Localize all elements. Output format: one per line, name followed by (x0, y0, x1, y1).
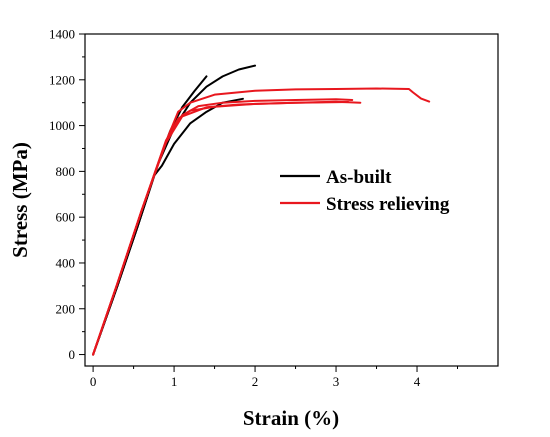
y-tick-label-400: 400 (56, 255, 76, 270)
legend-label-as-built: As-built (326, 167, 392, 188)
plot-frame (84, 33, 499, 367)
y-tick-label-1400: 1400 (49, 27, 75, 42)
tick-layer: 0 1 2 3 4 0 200 400 600 800 1000 1200 1400 (49, 27, 459, 389)
x-axis-title: Strain (%) (243, 406, 339, 430)
series-line-stress-relieving-4 (92, 101, 350, 356)
y-axis-title: Stress (MPa) (8, 142, 32, 258)
y-tick-label-1200: 1200 (49, 72, 75, 87)
y-tick-label-1000: 1000 (49, 118, 75, 133)
x-tick-label-4: 4 (414, 374, 421, 389)
y-tick-label-0: 0 (69, 347, 76, 362)
y-tick-label-800: 800 (56, 164, 76, 179)
legend: As-built Stress relieving (280, 167, 450, 215)
y-tick-label-200: 200 (56, 301, 76, 316)
legend-label-stress-relieving: Stress relieving (326, 194, 450, 215)
y-tick-label-600: 600 (56, 210, 76, 225)
x-tick-label-1: 1 (171, 374, 178, 389)
series-layer (92, 64, 431, 356)
x-tick-label-3: 3 (333, 374, 340, 389)
x-tick-label-0: 0 (90, 374, 97, 389)
x-tick-label-2: 2 (252, 374, 259, 389)
